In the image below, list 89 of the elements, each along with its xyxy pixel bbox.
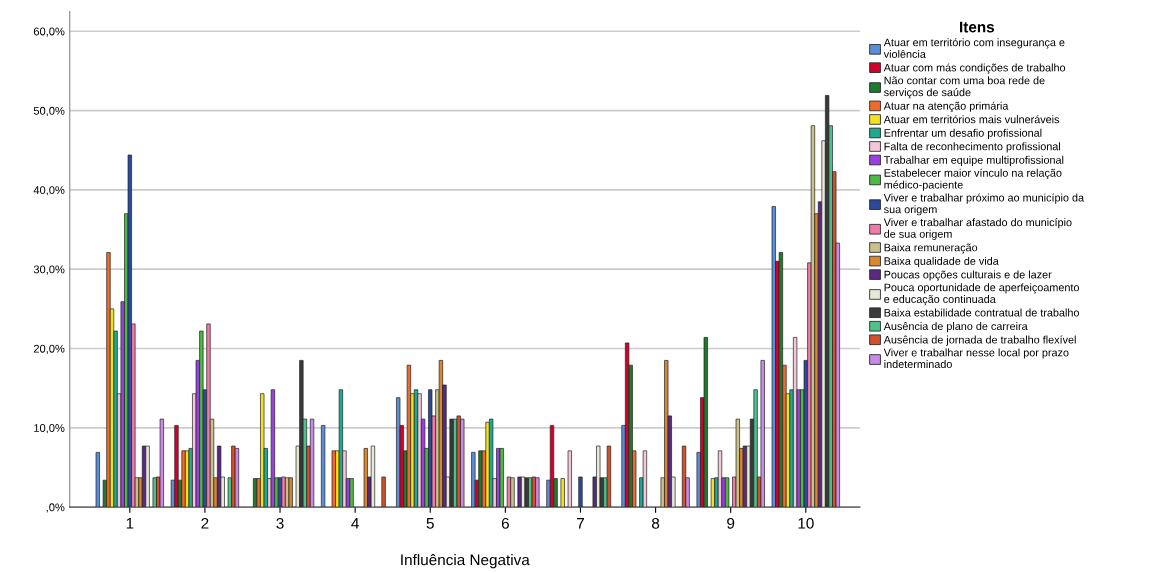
bar xyxy=(127,154,132,508)
legend-label: Baixa estabilidade contratual de trabalho xyxy=(884,308,1079,317)
bar xyxy=(478,450,483,508)
bar xyxy=(471,452,476,508)
bar xyxy=(381,476,386,508)
legend-label: Trabalhar em equipe multiprofissional xyxy=(883,155,1064,166)
x-tick-label: 4 xyxy=(351,518,359,529)
y-tick-label: 10,0% xyxy=(34,424,65,434)
bar xyxy=(270,389,276,508)
legend-label: Atuar com más condições de trabalho xyxy=(883,63,1066,74)
bar xyxy=(606,445,612,508)
bar xyxy=(596,445,601,508)
bar xyxy=(710,478,716,508)
bar xyxy=(234,448,240,508)
bar xyxy=(753,389,758,508)
legend-label: Viver e trabalhar próximo ao município da sua origem xyxy=(883,193,1085,216)
bar xyxy=(506,476,512,508)
x-tick-label: 10 xyxy=(798,517,814,529)
bar xyxy=(742,445,748,508)
x-tick-label: 9 xyxy=(727,517,735,529)
bar xyxy=(810,125,816,508)
x-tick-label: 3 xyxy=(276,517,284,529)
x-tick-label: 7 xyxy=(577,518,584,529)
x-axis-title: Influência Negativa xyxy=(401,553,530,569)
legend-label: Baixa remuneração xyxy=(884,243,978,254)
bar xyxy=(260,393,265,508)
bar xyxy=(331,450,336,508)
bar xyxy=(309,418,315,508)
legend-label: Falta de reconhecimento profissional xyxy=(884,142,1061,153)
bar xyxy=(485,421,490,508)
bar xyxy=(510,477,515,508)
y-tick-label: 30,0% xyxy=(33,265,65,275)
legend-label: Viver e trabalhar nesse local por prazo indeterminado xyxy=(883,348,1069,369)
x-tick-label: 1 xyxy=(126,518,134,529)
bar xyxy=(560,478,565,508)
bar xyxy=(363,448,368,508)
bar xyxy=(703,337,708,508)
bar xyxy=(181,450,186,508)
y-tick-label: 20,0% xyxy=(33,344,65,354)
bar xyxy=(159,418,164,508)
legend-label: Poucas opções culturais e de lazer xyxy=(884,270,1052,281)
bar xyxy=(95,452,100,508)
bar xyxy=(642,450,648,508)
legend-label: Atuar em território com insegurança e violência xyxy=(883,38,1065,58)
legend-label: Não contar com uma boa rede de serviços de saúde xyxy=(884,76,1045,99)
bar xyxy=(370,445,376,508)
bar xyxy=(231,445,236,508)
legend-title: Itens xyxy=(960,21,995,33)
legend-label: Viver e trabalhar afastado do município de sua origem xyxy=(883,218,1072,240)
legend-label: Ausência de jornada de trabalho flexível xyxy=(883,335,1076,346)
bar xyxy=(438,360,444,508)
bar xyxy=(535,477,540,508)
x-tick-label: 8 xyxy=(652,517,660,529)
x-tick-label: 5 xyxy=(426,518,434,529)
bar xyxy=(460,418,465,508)
legend-label: Atuar em territórios mais vulneráveis xyxy=(883,115,1060,124)
legend-label: Baixa qualidade de vida xyxy=(884,256,999,268)
bar xyxy=(145,445,150,508)
legend-label: Atuar na atenção primária xyxy=(883,101,1009,112)
legend-label: Estabelecer maior vínculo na relação médico-paciente xyxy=(884,168,1062,191)
bar xyxy=(206,323,211,508)
x-tick-label: 2 xyxy=(201,517,209,529)
y-tick-label: 60,0% xyxy=(33,27,65,37)
bar xyxy=(406,364,412,508)
bar xyxy=(578,476,583,508)
bar xyxy=(106,252,111,508)
y-tick-label: 50,0% xyxy=(33,106,65,117)
bar xyxy=(567,450,572,508)
x-tick-label: 6 xyxy=(501,517,509,529)
legend-label: Ausência de plano de carreira xyxy=(883,322,1028,333)
bar xyxy=(320,425,326,508)
legend-label: Enfrentar um desafio profissional xyxy=(884,128,1042,139)
bar xyxy=(174,425,179,508)
bar xyxy=(417,393,422,508)
bar xyxy=(349,478,354,508)
bar xyxy=(152,477,157,508)
bar xyxy=(281,476,286,508)
y-tick-label: 40,0% xyxy=(33,186,65,196)
legend-label: Pouca oportunidade de aperfeiçoamento e educação continuada xyxy=(884,283,1079,306)
bar xyxy=(217,445,222,508)
bar xyxy=(735,418,740,508)
bar xyxy=(517,476,522,508)
bar xyxy=(725,477,730,508)
bar xyxy=(778,252,784,508)
bar xyxy=(338,389,344,508)
bar xyxy=(489,418,494,508)
y-tick-label: ,0% xyxy=(46,503,65,513)
bar xyxy=(760,360,765,508)
bar xyxy=(771,206,776,508)
